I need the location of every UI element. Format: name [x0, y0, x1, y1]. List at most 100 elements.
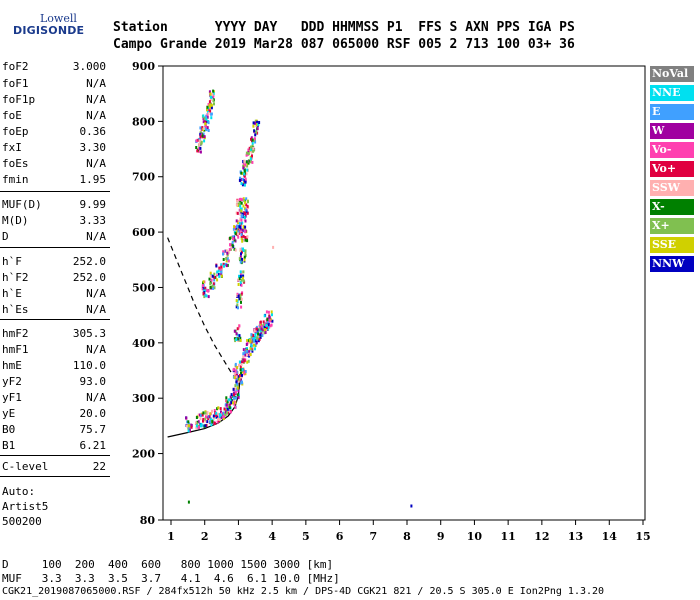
param-name: hmF2: [2, 327, 29, 340]
echo-point: [220, 274, 223, 278]
echo-point: [239, 294, 242, 297]
x-tick-label: 11: [500, 530, 515, 543]
echo-point: [253, 129, 256, 133]
echo-point: [239, 339, 242, 342]
param-name: B1: [2, 439, 16, 452]
param-name: hmF1: [2, 343, 29, 356]
echo-point: [215, 264, 218, 268]
echo-point: [236, 375, 239, 379]
legend-nne: NNE: [650, 85, 694, 101]
echo-point: [256, 123, 258, 127]
param-name: foEp: [2, 125, 29, 138]
echo-point: [238, 257, 241, 261]
echo-point: [205, 114, 208, 118]
logo-digisonde: DIGISONDE: [13, 24, 85, 37]
echo-point: [253, 329, 256, 332]
param-value: N/A: [86, 391, 106, 404]
echo-point: [250, 150, 253, 154]
echo-point: [243, 350, 246, 354]
auto-label: Auto:: [2, 485, 36, 498]
echo-point: [229, 236, 231, 240]
echo-point: [203, 135, 206, 139]
echo-point: [218, 418, 221, 422]
echo-point: [204, 286, 207, 290]
echo-point: [242, 197, 245, 201]
plot-frame: [162, 65, 646, 521]
legend-w: W: [650, 123, 694, 139]
echo-point: [251, 138, 254, 142]
y-tick-label: 900: [132, 60, 155, 73]
echo-point: [207, 121, 210, 125]
echo-point: [197, 426, 200, 429]
echo-point: [199, 135, 202, 139]
echo-point: [242, 352, 245, 356]
echo-point: [239, 197, 242, 201]
echo-point: [212, 282, 215, 286]
echo-point: [260, 327, 263, 331]
echo-point: [229, 247, 232, 251]
echo-point: [270, 310, 273, 314]
echo-point: [243, 258, 246, 262]
echo-point: [212, 414, 215, 418]
echo-point: [245, 203, 248, 207]
echo-point: [210, 103, 213, 107]
echo-point: [224, 413, 227, 417]
echo-point: [201, 287, 204, 291]
echo-point: [206, 112, 209, 116]
echo-point: [213, 278, 216, 282]
x-tick-label: 10: [467, 530, 483, 543]
param-value: N/A: [86, 77, 106, 90]
echo-point: [241, 276, 244, 280]
echo-point: [226, 411, 229, 415]
echo-point: [246, 339, 249, 343]
echo-point: [206, 413, 209, 417]
echo-point: [211, 284, 214, 288]
param-row: h`E N/A: [2, 287, 106, 303]
echo-point: [238, 375, 241, 379]
y-tick-label: 500: [132, 281, 155, 294]
echo-point: [247, 161, 250, 165]
echo-point: [208, 420, 211, 424]
echo-point: [216, 278, 219, 282]
echo-point: [241, 381, 243, 385]
echo-point: [222, 414, 225, 418]
echo-point: [251, 141, 254, 145]
echo-point: [253, 137, 256, 141]
echo-point: [240, 363, 243, 367]
echo-point: [244, 353, 247, 357]
echo-point: [247, 200, 249, 204]
echo-point: [242, 229, 245, 233]
echo-point: [259, 320, 262, 324]
echo-point: [242, 274, 245, 278]
echo-point: [243, 255, 246, 259]
echo-point: [263, 331, 266, 335]
echo-point: [258, 337, 261, 341]
echo-point: [206, 115, 209, 119]
param-name: D: [2, 230, 9, 243]
echo-point: [268, 319, 271, 323]
echo-point: [202, 411, 205, 415]
echo-point: [200, 129, 203, 133]
param-row: hmF2 305.3: [2, 327, 106, 343]
param-value: N/A: [86, 93, 106, 106]
echo-point: [245, 151, 248, 155]
echo-point: [242, 225, 245, 229]
x-tick-label: 14: [602, 530, 618, 543]
echo-point: [236, 386, 239, 390]
echo-point: [187, 424, 190, 428]
echo-point: [226, 257, 229, 261]
echo-point: [212, 89, 215, 93]
echo-point: [243, 198, 246, 202]
param-name: C-level: [2, 460, 49, 473]
echo-point: [234, 232, 237, 236]
echo-point: [270, 323, 273, 327]
echo-point: [199, 126, 202, 130]
echo-point: [244, 177, 247, 181]
echo-point: [410, 504, 413, 508]
echo-point: [240, 292, 243, 296]
echo-point: [233, 402, 236, 406]
echo-point: [244, 236, 247, 240]
param-value: 0.36: [79, 125, 107, 138]
param-row: foE N/A: [2, 109, 106, 125]
echo-point: [226, 263, 229, 267]
